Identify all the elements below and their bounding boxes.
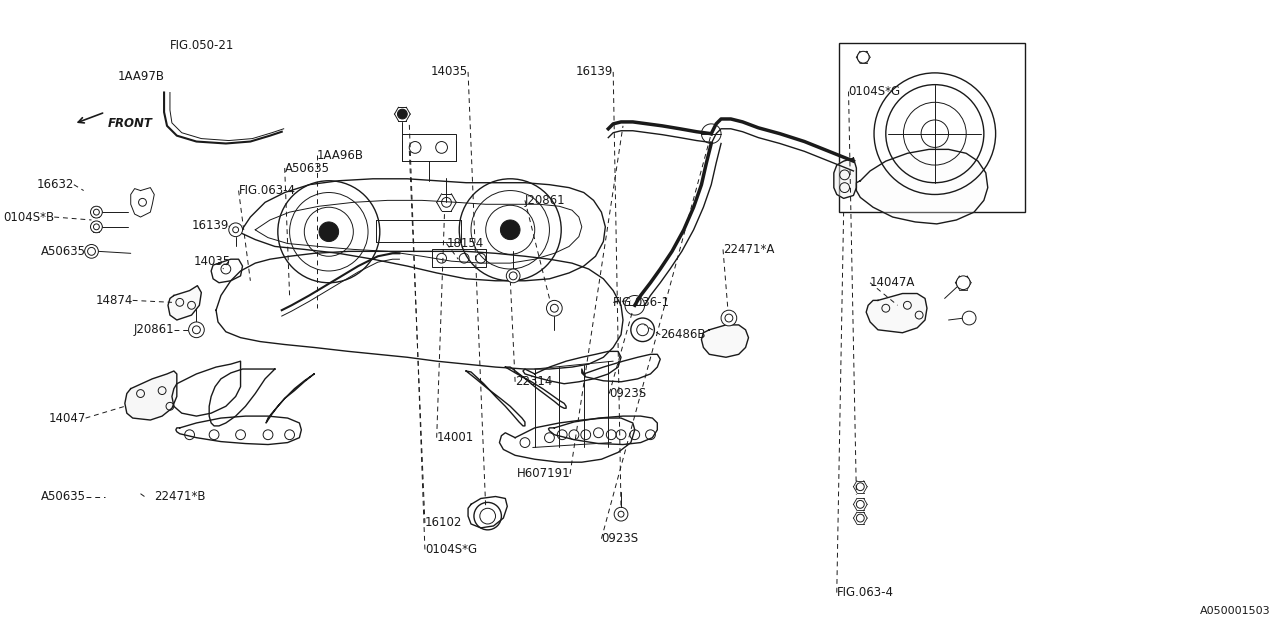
Text: A50635: A50635 xyxy=(41,490,86,503)
FancyBboxPatch shape xyxy=(431,250,485,267)
Circle shape xyxy=(398,109,407,119)
Text: 14047: 14047 xyxy=(49,412,86,424)
Polygon shape xyxy=(168,285,201,320)
Text: 16139: 16139 xyxy=(192,220,229,232)
Text: 16139: 16139 xyxy=(576,65,613,79)
Text: 14035: 14035 xyxy=(431,65,468,79)
Circle shape xyxy=(507,269,520,283)
Text: J20861: J20861 xyxy=(133,323,174,336)
Text: 22471*B: 22471*B xyxy=(155,490,206,503)
Text: 1AA96B: 1AA96B xyxy=(317,148,364,162)
Polygon shape xyxy=(701,325,749,357)
Text: 0104S*G: 0104S*G xyxy=(425,543,477,556)
Text: FRONT: FRONT xyxy=(109,117,154,131)
Text: 0104S*B: 0104S*B xyxy=(3,211,54,223)
Polygon shape xyxy=(856,149,988,224)
Text: 18154: 18154 xyxy=(447,237,484,250)
Circle shape xyxy=(229,223,242,237)
Circle shape xyxy=(956,276,970,290)
Polygon shape xyxy=(125,371,177,420)
FancyBboxPatch shape xyxy=(402,134,456,161)
Text: 22471*A: 22471*A xyxy=(723,243,774,256)
Circle shape xyxy=(547,300,562,316)
Text: 0104S*G: 0104S*G xyxy=(849,85,901,98)
Text: 16102: 16102 xyxy=(425,516,462,529)
Circle shape xyxy=(188,322,205,338)
Text: FIG.036-1: FIG.036-1 xyxy=(613,296,671,309)
Text: H607191: H607191 xyxy=(516,467,570,481)
Circle shape xyxy=(500,220,520,239)
Text: 14035: 14035 xyxy=(193,255,230,268)
Text: 22314: 22314 xyxy=(515,375,553,388)
Circle shape xyxy=(858,51,869,63)
Text: 14047A: 14047A xyxy=(870,276,915,289)
Polygon shape xyxy=(833,158,856,198)
Text: A050001503: A050001503 xyxy=(1199,606,1270,616)
Text: FIG.063-4: FIG.063-4 xyxy=(837,586,893,599)
Text: 16632: 16632 xyxy=(37,178,74,191)
Text: 1AA97B: 1AA97B xyxy=(118,70,165,83)
Text: FIG.050-21: FIG.050-21 xyxy=(170,39,234,52)
Circle shape xyxy=(91,221,102,233)
Text: FIG.063-4: FIG.063-4 xyxy=(238,184,296,197)
Text: 0923S: 0923S xyxy=(602,532,639,545)
Circle shape xyxy=(84,244,99,258)
FancyBboxPatch shape xyxy=(838,44,1025,212)
Text: J20861: J20861 xyxy=(525,194,566,207)
Circle shape xyxy=(91,206,102,218)
Text: A50635: A50635 xyxy=(284,161,330,175)
Circle shape xyxy=(963,311,977,325)
Circle shape xyxy=(319,222,339,241)
Text: 14874: 14874 xyxy=(95,294,133,307)
Text: 14001: 14001 xyxy=(436,431,474,444)
Text: 26486B: 26486B xyxy=(660,328,705,341)
Text: A50635: A50635 xyxy=(41,245,86,258)
Polygon shape xyxy=(867,294,927,333)
Circle shape xyxy=(721,310,737,326)
Text: 0923S: 0923S xyxy=(609,387,646,400)
